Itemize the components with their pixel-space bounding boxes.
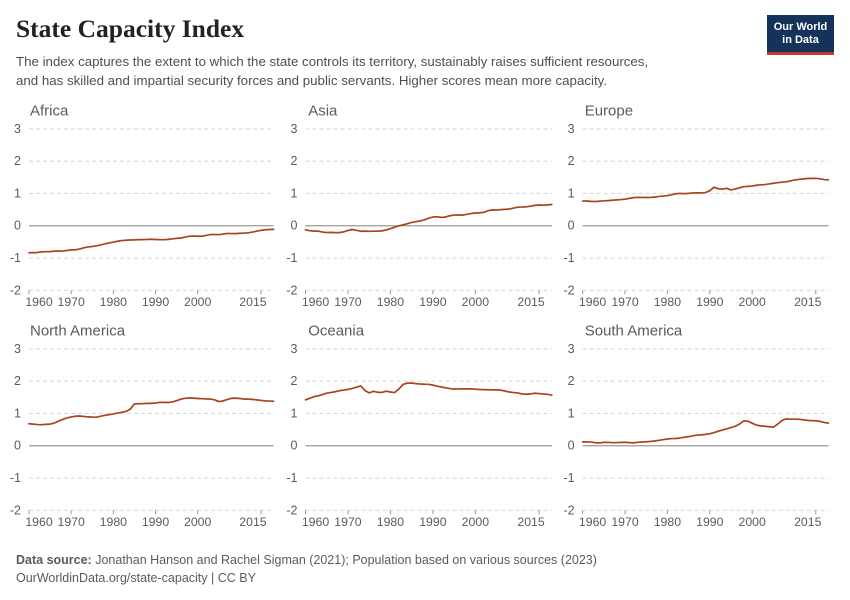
svg-text:2: 2 <box>291 154 298 168</box>
svg-text:1970: 1970 <box>611 515 639 529</box>
svg-text:-2: -2 <box>286 283 297 297</box>
svg-text:1970: 1970 <box>57 295 85 309</box>
svg-text:-1: -1 <box>563 471 574 485</box>
svg-text:1: 1 <box>14 406 21 420</box>
svg-text:1980: 1980 <box>654 515 682 529</box>
svg-text:0: 0 <box>291 219 298 233</box>
svg-text:1960: 1960 <box>302 515 330 529</box>
svg-text:2015: 2015 <box>794 515 822 529</box>
svg-text:1: 1 <box>291 406 298 420</box>
svg-text:1980: 1980 <box>377 295 405 309</box>
svg-text:1: 1 <box>14 186 21 200</box>
svg-text:2: 2 <box>568 154 575 168</box>
svg-text:3: 3 <box>291 342 298 356</box>
svg-text:2: 2 <box>291 374 298 388</box>
svg-text:1990: 1990 <box>696 295 724 309</box>
svg-text:2000: 2000 <box>462 295 490 309</box>
svg-text:-2: -2 <box>286 503 297 517</box>
svg-text:2000: 2000 <box>184 295 212 309</box>
svg-text:1980: 1980 <box>377 515 405 529</box>
svg-text:2015: 2015 <box>517 295 545 309</box>
svg-text:Africa: Africa <box>30 103 69 120</box>
svg-text:3: 3 <box>568 122 575 136</box>
svg-text:1970: 1970 <box>334 295 362 309</box>
svg-text:1980: 1980 <box>100 295 128 309</box>
svg-text:0: 0 <box>291 439 298 453</box>
svg-text:1990: 1990 <box>142 515 170 529</box>
svg-text:-2: -2 <box>563 283 574 297</box>
svg-text:-2: -2 <box>563 503 574 517</box>
svg-text:-1: -1 <box>286 471 297 485</box>
svg-text:1960: 1960 <box>579 295 607 309</box>
svg-text:1: 1 <box>568 186 575 200</box>
svg-text:2015: 2015 <box>517 515 545 529</box>
svg-text:3: 3 <box>291 122 298 136</box>
svg-text:1990: 1990 <box>142 295 170 309</box>
svg-text:Europe: Europe <box>585 103 633 120</box>
svg-text:Asia: Asia <box>308 103 338 120</box>
svg-text:-1: -1 <box>286 251 297 265</box>
svg-text:1: 1 <box>568 406 575 420</box>
svg-text:-1: -1 <box>563 251 574 265</box>
svg-text:1960: 1960 <box>579 515 607 529</box>
svg-text:2000: 2000 <box>462 515 490 529</box>
svg-text:1980: 1980 <box>654 295 682 309</box>
svg-text:0: 0 <box>568 439 575 453</box>
svg-text:1990: 1990 <box>419 295 447 309</box>
svg-text:North America: North America <box>30 323 126 340</box>
svg-text:South America: South America <box>585 323 683 340</box>
svg-text:2015: 2015 <box>239 515 267 529</box>
svg-text:2: 2 <box>14 154 21 168</box>
svg-text:2015: 2015 <box>794 295 822 309</box>
svg-text:1970: 1970 <box>334 515 362 529</box>
svg-text:Oceania: Oceania <box>308 323 365 340</box>
svg-text:-1: -1 <box>10 251 21 265</box>
svg-text:0: 0 <box>568 219 575 233</box>
svg-text:2000: 2000 <box>184 515 212 529</box>
svg-text:1990: 1990 <box>696 515 724 529</box>
svg-text:2: 2 <box>568 374 575 388</box>
svg-text:1990: 1990 <box>419 515 447 529</box>
svg-text:2000: 2000 <box>739 515 767 529</box>
svg-text:1970: 1970 <box>611 295 639 309</box>
svg-text:-1: -1 <box>10 471 21 485</box>
svg-text:-2: -2 <box>10 503 21 517</box>
svg-text:2: 2 <box>14 374 21 388</box>
svg-text:3: 3 <box>568 342 575 356</box>
svg-text:1970: 1970 <box>57 515 85 529</box>
svg-text:1960: 1960 <box>302 295 330 309</box>
svg-text:1: 1 <box>291 186 298 200</box>
svg-text:0: 0 <box>14 439 21 453</box>
svg-text:3: 3 <box>14 342 21 356</box>
svg-text:0: 0 <box>14 219 21 233</box>
svg-text:1980: 1980 <box>100 515 128 529</box>
svg-text:3: 3 <box>14 122 21 136</box>
svg-text:2015: 2015 <box>239 295 267 309</box>
svg-text:2000: 2000 <box>739 295 767 309</box>
svg-text:-2: -2 <box>10 283 21 297</box>
svg-text:1960: 1960 <box>25 295 53 309</box>
svg-text:1960: 1960 <box>25 515 53 529</box>
